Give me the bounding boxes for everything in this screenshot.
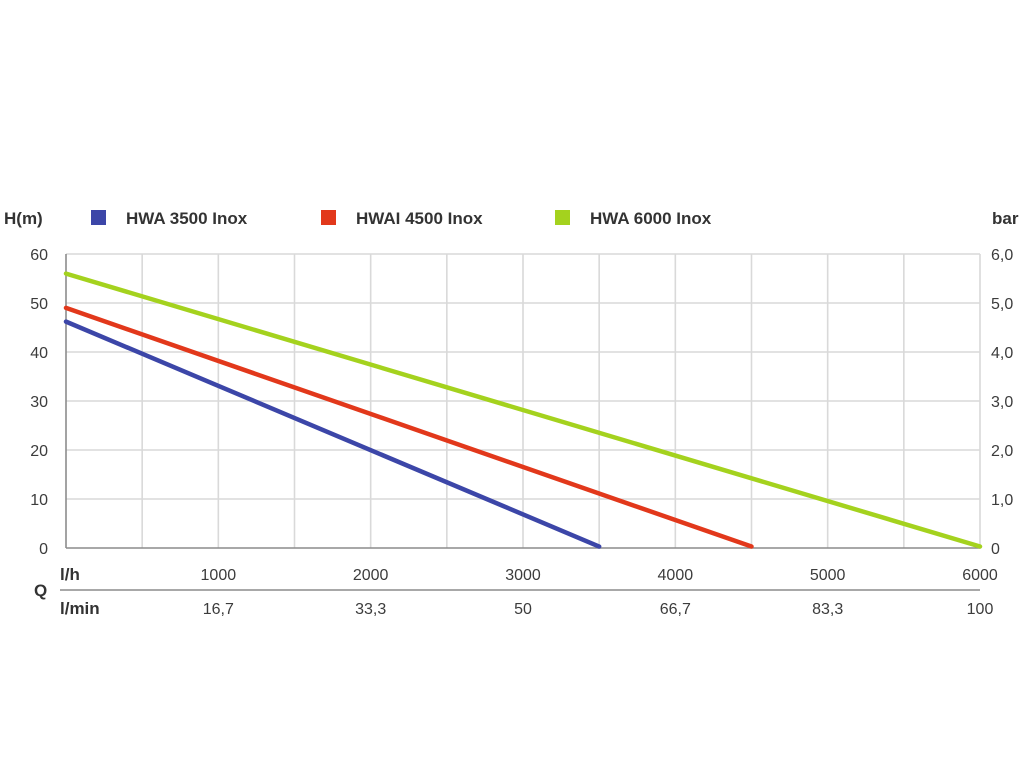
grid [60,253,981,591]
legend-swatch-2 [555,210,570,225]
y-tick-left: 50 [30,296,48,313]
x-axis-label: Q [34,581,47,600]
series-line-2 [63,271,983,549]
series-line-1 [63,305,754,549]
series-lines [63,271,983,549]
y-tick-left: 60 [30,247,48,264]
x-tick-lmin: 100 [967,601,994,618]
y-tick-right: 5,0 [991,296,1013,313]
x-tick-lmin: 33,3 [355,601,386,618]
y-tick-right: 1,0 [991,492,1013,509]
x-tick-lh: 1000 [201,567,237,584]
y-tick-left: 0 [39,541,48,558]
legend-label-0: HWA 3500 Inox [126,209,248,228]
x-tick-lmin: 16,7 [203,601,234,618]
y-axis-label-left: H(m) [4,209,43,228]
x-row-label-lmin: l/min [60,599,100,618]
x-tick-lh: 3000 [505,567,541,584]
x-tick-lh: 2000 [353,567,389,584]
legend-swatch-0 [91,210,106,225]
x-tick-lh: 6000 [962,567,998,584]
x-tick-lh: 4000 [658,567,694,584]
y-tick-left: 30 [30,394,48,411]
series-line-0 [63,319,602,549]
x-tick-lmin: 66,7 [660,601,691,618]
y-tick-right: 0 [991,541,1000,558]
x-tick-lh: 5000 [810,567,846,584]
y-tick-right: 3,0 [991,394,1013,411]
y-tick-left: 10 [30,492,48,509]
y-tick-right: 4,0 [991,345,1013,362]
legend-label-2: HWA 6000 Inox [590,209,712,228]
y-axis-label-right: bar [992,209,1019,228]
y-tick-right: 6,0 [991,247,1013,264]
x-row-label-lh: l/h [60,565,80,584]
legend-swatch-1 [321,210,336,225]
legend: HWA 3500 Inox HWAI 4500 Inox HWA 6000 In… [91,209,712,228]
y-tick-left: 40 [30,345,48,362]
legend-label-1: HWAI 4500 Inox [356,209,483,228]
x-tick-lmin: 50 [514,601,532,618]
y-tick-right: 2,0 [991,443,1013,460]
x-tick-lmin: 83,3 [812,601,843,618]
y-tick-left: 20 [30,443,48,460]
